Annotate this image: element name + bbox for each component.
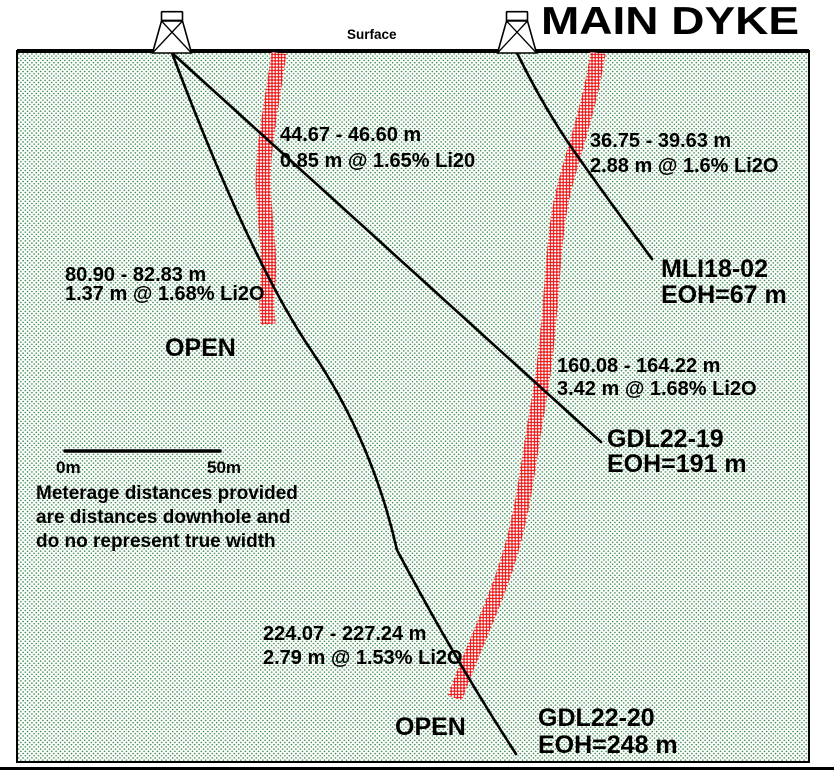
- svg-text:are distances downhole and: are distances downhole and: [36, 507, 290, 528]
- svg-text:EOH=191 m: EOH=191 m: [607, 450, 747, 478]
- svg-text:2.88 m @ 1.6% Li2O: 2.88 m @ 1.6% Li2O: [590, 155, 778, 177]
- svg-text:OPEN: OPEN: [165, 334, 236, 362]
- svg-text:Meterage distances provided: Meterage distances provided: [36, 483, 298, 504]
- svg-text:2.79 m @ 1.53% Li2O: 2.79 m @ 1.53% Li2O: [263, 647, 463, 669]
- svg-text:Surface: Surface: [347, 27, 397, 42]
- svg-text:EOH=248 m: EOH=248 m: [538, 731, 678, 759]
- svg-text:44.67 - 46.60 m: 44.67 - 46.60 m: [280, 124, 421, 146]
- svg-text:50m: 50m: [207, 458, 241, 477]
- svg-text:0m: 0m: [56, 458, 81, 477]
- svg-text:OPEN: OPEN: [395, 713, 466, 741]
- svg-text:GDL22-20: GDL22-20: [538, 704, 655, 732]
- svg-text:224.07 - 227.24 m: 224.07 - 227.24 m: [263, 623, 426, 645]
- svg-text:3.42 m @ 1.68% Li2O: 3.42 m @ 1.68% Li2O: [557, 378, 757, 400]
- svg-text:160.08 - 164.22 m: 160.08 - 164.22 m: [557, 355, 720, 377]
- svg-text:0.85 m @ 1.65% Li20: 0.85 m @ 1.65% Li20: [280, 150, 475, 172]
- svg-text:1.37 m @ 1.68% Li2O: 1.37 m @ 1.68% Li2O: [65, 283, 265, 305]
- svg-text:GDL22-19: GDL22-19: [607, 425, 724, 453]
- svg-text:MLI18-02: MLI18-02: [661, 255, 768, 283]
- svg-text:36.75 - 39.63 m: 36.75 - 39.63 m: [590, 130, 731, 152]
- svg-text:EOH=67 m: EOH=67 m: [661, 281, 787, 309]
- svg-text:do no represent true width: do no represent true width: [36, 531, 276, 552]
- svg-text:MAIN DYKE: MAIN DYKE: [541, 0, 799, 43]
